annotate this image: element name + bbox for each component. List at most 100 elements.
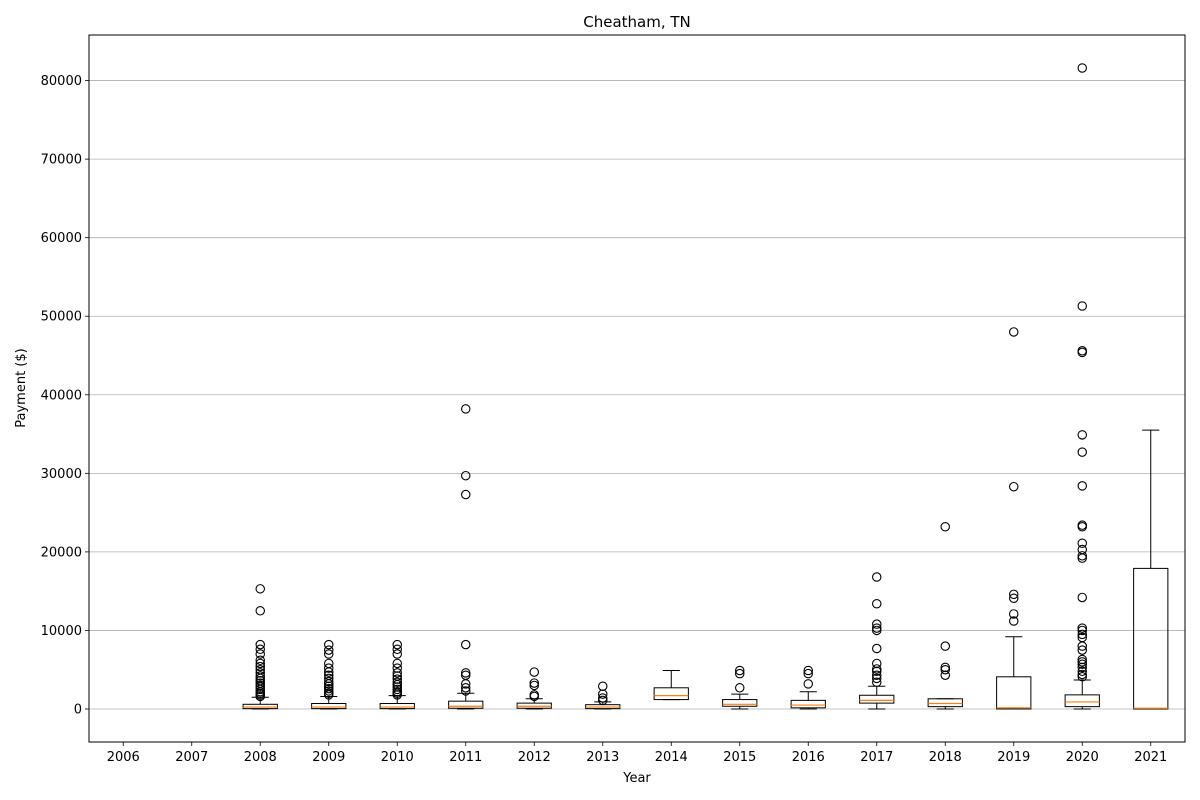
outlier-point bbox=[871, 598, 882, 609]
outlier-point bbox=[1077, 346, 1088, 356]
y-tick-label: 70000 bbox=[41, 153, 82, 168]
box-2009 bbox=[311, 639, 347, 710]
box-2016 bbox=[790, 665, 826, 710]
box-2013 bbox=[585, 681, 621, 710]
outlier-point bbox=[392, 674, 402, 684]
y-gridlines bbox=[89, 80, 1185, 710]
outlier-point bbox=[1077, 659, 1088, 669]
outlier-point bbox=[255, 661, 265, 672]
outlier-point bbox=[1008, 589, 1019, 600]
box-iqr bbox=[1064, 694, 1100, 708]
outlier-point bbox=[323, 663, 334, 673]
outlier-point bbox=[255, 658, 265, 669]
outlier-point bbox=[597, 693, 608, 703]
x-tick-label: 2019 bbox=[997, 750, 1030, 765]
outlier-point bbox=[1077, 520, 1088, 530]
box-2019 bbox=[996, 327, 1032, 710]
box-iqr bbox=[859, 694, 895, 704]
outlier-point bbox=[1077, 666, 1088, 677]
outlier-point bbox=[1008, 609, 1019, 619]
outlier-point bbox=[323, 649, 334, 659]
box-iqr bbox=[653, 687, 689, 701]
y-tick-label: 10000 bbox=[41, 624, 82, 639]
outlier-point bbox=[871, 677, 882, 688]
outlier-point bbox=[871, 619, 882, 629]
outlier-point bbox=[871, 572, 882, 582]
y-tick-label: 0 bbox=[74, 703, 82, 718]
outlier-point bbox=[871, 673, 882, 684]
x-tick-label: 2018 bbox=[929, 750, 962, 765]
box-2011 bbox=[448, 404, 484, 710]
outlier-point bbox=[255, 649, 265, 659]
box-2018 bbox=[927, 522, 963, 710]
outlier-point bbox=[871, 670, 882, 680]
outlier-point bbox=[803, 679, 813, 689]
outlier-point bbox=[323, 683, 334, 694]
outlier-point bbox=[1077, 657, 1088, 667]
outlier-point bbox=[392, 644, 402, 655]
chart-title: Cheatham, TN bbox=[583, 13, 691, 31]
x-axis-ticks: 2006 2007 2008 2009 2010 2011 2012 2013 2014 2015… bbox=[107, 742, 1167, 765]
box-iqr bbox=[379, 703, 415, 710]
outlier-point bbox=[392, 684, 402, 695]
y-tick-label: 40000 bbox=[41, 388, 82, 403]
outlier-point bbox=[1077, 629, 1088, 640]
outlier-point bbox=[529, 680, 539, 691]
outlier-point bbox=[871, 658, 882, 669]
outlier-point bbox=[940, 664, 950, 675]
outlier-point bbox=[323, 676, 334, 687]
outlier-point bbox=[255, 584, 265, 594]
outlier-point bbox=[1077, 654, 1088, 665]
outlier-point bbox=[460, 470, 471, 481]
x-tick-label: 2010 bbox=[381, 750, 414, 765]
x-tick-label: 2007 bbox=[175, 750, 208, 765]
x-tick-label: 2020 bbox=[1066, 750, 1099, 765]
outlier-point bbox=[803, 668, 813, 679]
outlier-point bbox=[529, 678, 539, 688]
box-iqr bbox=[790, 699, 826, 709]
outlier-point bbox=[871, 625, 882, 636]
outlier-point bbox=[940, 662, 950, 673]
box-iqr bbox=[722, 699, 758, 707]
outlier-point bbox=[323, 645, 334, 655]
x-tick-label: 2012 bbox=[518, 750, 551, 765]
box-iqr bbox=[311, 703, 347, 710]
box-2021 bbox=[1133, 429, 1169, 710]
outlier-point bbox=[460, 668, 471, 678]
x-tick-label: 2009 bbox=[312, 750, 345, 765]
outlier-point bbox=[529, 667, 539, 677]
x-tick-label: 2011 bbox=[449, 750, 482, 765]
outlier-point bbox=[1008, 481, 1019, 492]
outlier-point bbox=[392, 686, 402, 697]
outlier-point bbox=[1077, 592, 1088, 603]
outlier-point bbox=[803, 665, 813, 676]
outlier-point bbox=[323, 639, 334, 650]
plot-area-frame bbox=[88, 34, 1186, 743]
outlier-point bbox=[597, 681, 608, 691]
outlier-point bbox=[392, 639, 402, 650]
outlier-point bbox=[1077, 63, 1088, 73]
box-iqr bbox=[448, 700, 484, 709]
outlier-point bbox=[255, 639, 265, 650]
outlier-point bbox=[392, 663, 402, 673]
outlier-point bbox=[392, 668, 402, 678]
x-tick-label: 2013 bbox=[586, 750, 619, 765]
box-iqr bbox=[996, 676, 1032, 710]
outlier-point bbox=[392, 658, 402, 669]
outlier-point bbox=[940, 522, 950, 532]
outlier-point bbox=[255, 606, 265, 616]
outlier-point bbox=[1077, 632, 1088, 643]
outlier-point bbox=[323, 658, 334, 669]
outlier-point bbox=[323, 673, 334, 684]
outlier-point bbox=[460, 639, 471, 650]
x-axis-label: Year bbox=[622, 771, 651, 786]
outlier-point bbox=[1077, 623, 1088, 633]
x-tick-label: 2017 bbox=[860, 750, 893, 765]
outlier-point bbox=[460, 489, 471, 500]
box-2012 bbox=[516, 667, 552, 710]
box-2014 bbox=[653, 670, 689, 701]
box-2017 bbox=[859, 572, 895, 710]
outlier-point bbox=[1077, 447, 1088, 457]
outlier-point bbox=[940, 641, 950, 651]
